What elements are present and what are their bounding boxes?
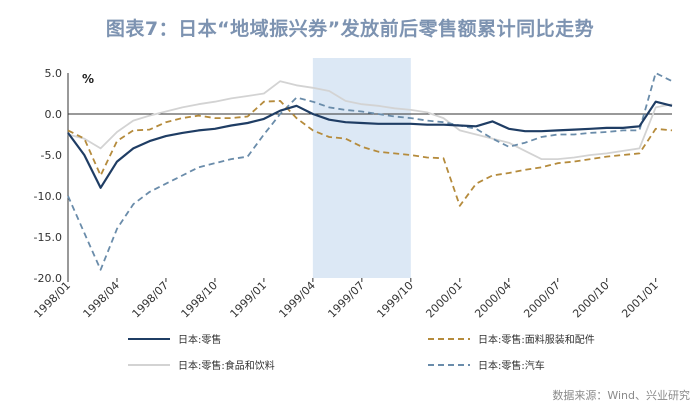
x-tick-label: 2001/01 [619,279,661,321]
shaded-period [312,58,411,278]
x-tick-label: 1999/01 [228,279,270,321]
chart-title: 图表7：日本“地域振兴券”发放前后零售额累计同比走势 [105,18,595,40]
y-tick-label: -20.0 [34,272,62,285]
y-tick-label: -10.0 [34,190,62,203]
shaded-period-layer [312,58,411,278]
series-line-2 [67,100,673,207]
y-tick-label: 5.0 [45,67,63,80]
legend-label: 日本:零售:汽车 [478,359,545,372]
x-tick-label: 1998/04 [81,279,123,321]
series-layer [67,72,673,271]
x-tick-label: 2000/07 [521,279,563,321]
x-tick-label: 2000/01 [423,279,465,321]
legend-label: 日本:零售:面料服装和配件 [478,333,595,346]
series-line-1 [67,100,673,189]
x-tick-label: 1998/10 [179,279,221,321]
series-line-4 [67,72,673,271]
y-tick-label: -15.0 [34,231,62,244]
unit-label: % [82,72,94,86]
x-tick-label: 2000/10 [570,279,612,321]
legend-label: 日本:零售:食品和饮料 [178,359,275,372]
x-tick-label: 2000/04 [472,279,514,321]
series-line-3 [67,80,673,161]
x-tick-label: 1998/01 [32,279,74,321]
source-note: 数据来源：Wind、兴业研究 [552,388,690,402]
y-tick-label: 0.0 [45,108,63,121]
x-tick-label: 1999/10 [374,279,416,321]
y-tick-label: -5.0 [41,149,62,162]
x-tick-label: 1998/07 [130,279,172,321]
x-tick-label: 1999/07 [325,279,367,321]
legend-label: 日本:零售 [178,333,221,346]
x-tick-label: 1999/04 [276,279,318,321]
